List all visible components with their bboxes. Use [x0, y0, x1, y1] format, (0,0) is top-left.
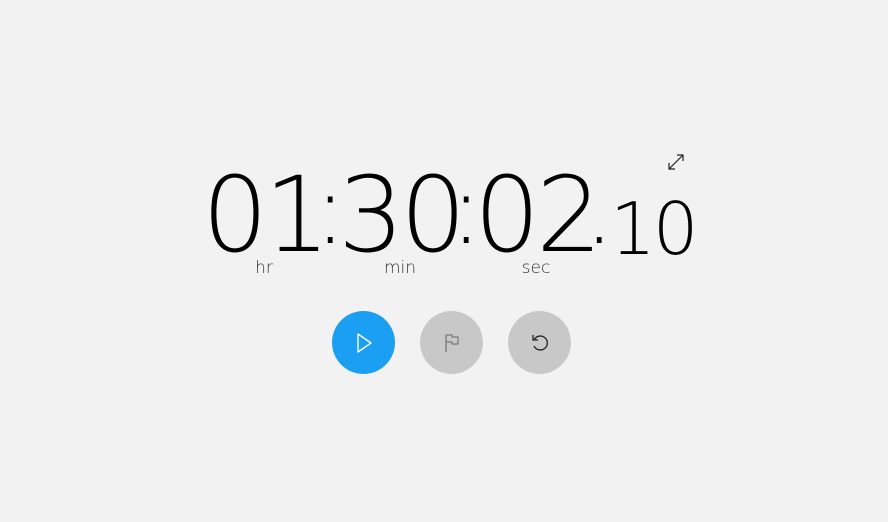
flag-icon	[444, 333, 459, 352]
seconds-label: sec	[521, 258, 551, 278]
seconds-display: 02	[474, 154, 602, 276]
fraction-display: 10	[610, 187, 699, 271]
hours-label: hr	[255, 258, 273, 278]
decimal-point: .	[584, 154, 615, 266]
separator-colon: :	[314, 154, 347, 266]
play-icon	[356, 332, 372, 353]
minutes-label: min	[383, 258, 417, 278]
reset-icon	[531, 334, 548, 351]
start-button[interactable]	[332, 311, 395, 374]
reset-button[interactable]	[508, 311, 571, 374]
expand-button[interactable]	[666, 152, 686, 172]
expand-icon	[668, 154, 684, 170]
minutes-display: 30	[338, 154, 466, 276]
lap-button[interactable]	[420, 311, 483, 374]
hours-display: 01	[202, 154, 330, 276]
separator-colon: :	[450, 154, 483, 266]
